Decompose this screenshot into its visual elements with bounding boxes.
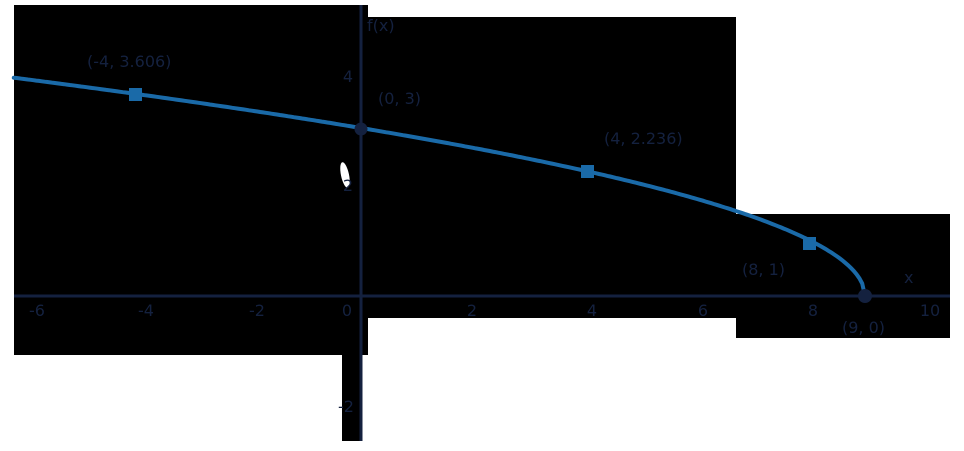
point-label: (8, 1) xyxy=(742,260,786,279)
x-tick-label: 4 xyxy=(586,301,598,320)
point-label: (-4, 3.606) xyxy=(87,52,172,71)
y-axis-title: f(x) xyxy=(367,16,395,35)
x-axis-title: x xyxy=(904,268,914,287)
point-marker-neg4[interactable] xyxy=(129,88,142,101)
x-tick-label: 10 xyxy=(919,301,941,320)
x-tick-label: -2 xyxy=(249,301,265,320)
y-tick-label: -2 xyxy=(338,397,354,416)
x-tick-label: 6 xyxy=(697,301,709,320)
x-tick-label: 2 xyxy=(466,301,478,320)
point-marker-0[interactable] xyxy=(354,122,368,136)
plot-background-bottom-right xyxy=(736,214,950,338)
function-curve xyxy=(11,75,867,298)
point-label: (9, 0) xyxy=(842,318,886,337)
point-marker-8[interactable] xyxy=(803,237,816,250)
plot-background-lower-strip xyxy=(342,355,362,441)
point-marker-4[interactable] xyxy=(581,165,594,178)
x-tick-label: -6 xyxy=(29,301,45,320)
y-tick-label: 4 xyxy=(342,67,354,86)
x-tick-label: 8 xyxy=(807,301,819,320)
plot-background-top-right xyxy=(368,17,736,318)
point-label: (0, 3) xyxy=(378,89,422,108)
point-marker-9[interactable] xyxy=(858,289,872,303)
y-tick-label: 2 xyxy=(342,176,354,195)
x-tick-label: -4 xyxy=(138,301,154,320)
x-tick-label: 0 xyxy=(341,301,353,320)
point-label: (4, 2.236) xyxy=(604,129,683,148)
